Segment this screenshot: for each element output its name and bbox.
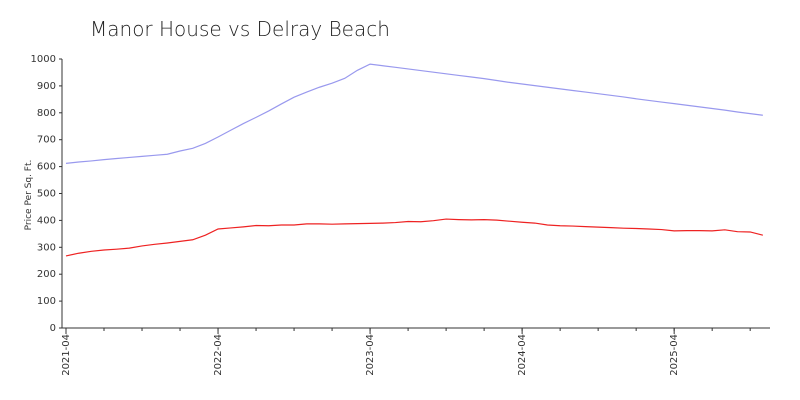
y-tick-label: 1000 (31, 54, 56, 65)
y-tick-label: 500 (37, 189, 56, 200)
chart-title: Manor House vs Delray Beach (90, 17, 390, 41)
x-tick-label: 2022-04 (213, 334, 224, 376)
x-tick-label: 2025-04 (669, 334, 680, 376)
series-line (65, 218, 763, 257)
y-tick-label: 900 (37, 81, 56, 92)
y-axis-label: Price Per Sq. Ft. (24, 160, 34, 231)
y-tick-label: 600 (37, 162, 56, 173)
series-line (65, 63, 763, 164)
y-tick-label: 700 (37, 135, 56, 146)
y-tick-label: 200 (37, 269, 56, 280)
y-tick-label: 100 (37, 296, 56, 307)
x-tick-label: 2023-04 (365, 334, 376, 376)
y-tick-label: 300 (37, 242, 56, 253)
x-tick-label: 2021-04 (61, 334, 72, 376)
y-tick-label: 0 (50, 323, 56, 334)
y-tick-label: 800 (37, 108, 56, 119)
y-tick-label: 400 (37, 215, 56, 226)
x-tick-label: 2024-04 (517, 334, 528, 376)
